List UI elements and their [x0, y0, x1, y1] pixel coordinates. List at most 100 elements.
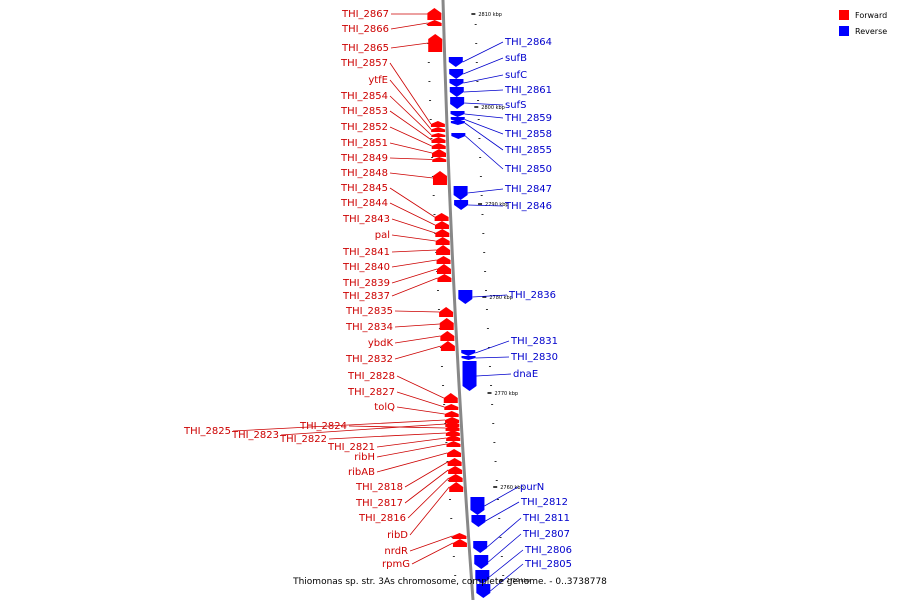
- gene-label-reverse-dnae[interactable]: dnaE: [513, 369, 538, 380]
- gene-feature-forward-thi-2828[interactable]: [443, 393, 458, 403]
- gene-label-forward-thi-2828[interactable]: THI_2828: [347, 371, 395, 382]
- gene-feature-reverse-thi-2812[interactable]: [471, 515, 486, 527]
- gene-label-forward-thi-2851[interactable]: THI_2851: [340, 138, 388, 149]
- gene-feature-forward-ytfe[interactable]: [431, 127, 446, 132]
- gene-feature-forward-thi-2821[interactable]: [446, 435, 461, 441]
- gene-label-reverse-thi-2831[interactable]: THI_2831: [510, 336, 558, 347]
- gene-feature-forward-thi-2851[interactable]: [431, 149, 446, 157]
- gene-label-reverse-thi-2861[interactable]: THI_2861: [504, 85, 552, 96]
- gene-label-forward-thi-2843[interactable]: THI_2843: [342, 214, 390, 225]
- gene-label-forward-thi-2818[interactable]: THI_2818: [355, 482, 403, 493]
- gene-feature-forward-thi-2817[interactable]: [448, 466, 463, 474]
- gene-label-reverse-thi-2858[interactable]: THI_2858: [504, 129, 552, 140]
- gene-feature-forward-thi-2835[interactable]: [439, 307, 454, 317]
- gene-label-reverse-thi-2855[interactable]: THI_2855: [504, 145, 552, 156]
- gene-feature-reverse-dnae[interactable]: [462, 361, 477, 391]
- gene-feature-forward-thi-2825[interactable]: [445, 417, 460, 423]
- gene-label-forward-thi-2865[interactable]: THI_2865: [341, 43, 389, 54]
- gene-feature-forward-thi-2866[interactable]: [427, 20, 442, 26]
- gene-feature-forward-ribab[interactable]: [447, 449, 462, 457]
- gene-label-forward-thi-2854[interactable]: THI_2854: [340, 91, 388, 102]
- gene-label-forward-thi-2837[interactable]: THI_2837: [342, 291, 390, 302]
- gene-feature-reverse-thi-2861[interactable]: [449, 87, 464, 97]
- gene-label-forward-thi-2866[interactable]: THI_2866: [341, 24, 389, 35]
- gene-feature-forward-thi-2865[interactable]: [428, 34, 443, 52]
- gene-feature-reverse-thi-2805[interactable]: [476, 584, 491, 598]
- gene-label-forward-thi-2867[interactable]: THI_2867: [341, 9, 389, 20]
- gene-feature-forward-thi-2832[interactable]: [440, 341, 455, 351]
- gene-feature-forward-pal[interactable]: [435, 237, 450, 245]
- gene-label-forward-thi-2827[interactable]: THI_2827: [347, 387, 395, 398]
- gene-label-forward-ribh[interactable]: ribH: [354, 452, 375, 463]
- gene-label-reverse-thi-2864[interactable]: THI_2864: [504, 37, 552, 48]
- gene-feature-forward-thi-2843[interactable]: [435, 229, 450, 237]
- gene-feature-forward-thi-2837[interactable]: [437, 274, 452, 282]
- gene-label-reverse-thi-2812[interactable]: THI_2812: [520, 497, 568, 508]
- gene-feature-reverse-thi-2847[interactable]: [453, 186, 468, 200]
- gene-feature-reverse-sufs[interactable]: [450, 97, 465, 109]
- gene-feature-forward-thi-2818[interactable]: [447, 458, 462, 466]
- gene-label-forward-thi-2823[interactable]: THI_2823: [231, 430, 279, 441]
- gene-feature-forward-ribd[interactable]: [449, 482, 464, 492]
- gene-label-forward-thi-2825[interactable]: THI_2825: [183, 426, 231, 437]
- gene-label-reverse-thi-2836[interactable]: THI_2836: [508, 290, 556, 301]
- gene-feature-reverse-thi-2855[interactable]: [450, 121, 465, 125]
- gene-feature-forward-thi-2824[interactable]: [445, 425, 460, 431]
- gene-feature-forward-nrdr[interactable]: [452, 533, 467, 539]
- gene-feature-reverse-thi-2836[interactable]: [458, 290, 473, 304]
- gene-feature-forward-thi-2852[interactable]: [431, 143, 446, 149]
- gene-label-reverse-thi-2846[interactable]: THI_2846: [504, 201, 552, 212]
- gene-label-forward-thi-2835[interactable]: THI_2835: [345, 306, 393, 317]
- gene-label-reverse-thi-2807[interactable]: THI_2807: [522, 529, 570, 540]
- gene-feature-forward-thi-2822[interactable]: [445, 430, 460, 436]
- gene-label-forward-thi-2834[interactable]: THI_2834: [345, 322, 393, 333]
- gene-label-forward-ribab[interactable]: ribAB: [348, 467, 375, 478]
- gene-feature-forward-thi-2834[interactable]: [439, 318, 454, 330]
- gene-label-reverse-thi-2805[interactable]: THI_2805: [524, 559, 572, 570]
- gene-label-forward-thi-2852[interactable]: THI_2852: [340, 122, 388, 133]
- gene-feature-reverse-thi-2811[interactable]: [473, 541, 488, 553]
- gene-label-forward-thi-2849[interactable]: THI_2849: [340, 153, 388, 164]
- gene-label-forward-thi-2816[interactable]: THI_2816: [358, 513, 406, 524]
- gene-label-reverse-sufb[interactable]: sufB: [505, 53, 527, 64]
- gene-label-forward-thi-2857[interactable]: THI_2857: [340, 58, 388, 69]
- gene-label-forward-thi-2832[interactable]: THI_2832: [345, 354, 393, 365]
- gene-label-forward-thi-2848[interactable]: THI_2848: [340, 168, 388, 179]
- gene-feature-forward-thi-2854[interactable]: [431, 133, 446, 137]
- gene-feature-forward-thi-2841[interactable]: [436, 245, 451, 255]
- gene-label-reverse-thi-2830[interactable]: THI_2830: [510, 352, 558, 363]
- gene-feature-forward-thi-2853[interactable]: [431, 137, 446, 143]
- gene-feature-forward-thi-2857[interactable]: [430, 121, 445, 127]
- gene-label-forward-thi-2839[interactable]: THI_2839: [342, 278, 390, 289]
- gene-feature-reverse-sufb[interactable]: [449, 69, 464, 79]
- gene-label-forward-thi-2822[interactable]: THI_2822: [279, 434, 327, 445]
- gene-label-reverse-thi-2850[interactable]: THI_2850: [504, 164, 552, 175]
- gene-feature-forward-thi-2827[interactable]: [444, 404, 459, 410]
- gene-label-forward-thi-2824[interactable]: THI_2824: [299, 421, 347, 432]
- gene-feature-forward-ybdk[interactable]: [440, 331, 455, 341]
- gene-feature-reverse-thi-2864[interactable]: [448, 57, 463, 67]
- gene-feature-forward-ribh[interactable]: [446, 441, 461, 447]
- gene-label-reverse-thi-2847[interactable]: THI_2847: [504, 184, 552, 195]
- gene-feature-reverse-thi-2830[interactable]: [461, 356, 476, 360]
- gene-feature-forward-thi-2840[interactable]: [436, 256, 451, 264]
- gene-label-forward-thi-2840[interactable]: THI_2840: [342, 262, 390, 273]
- gene-feature-forward-thi-2823[interactable]: [445, 421, 460, 427]
- gene-feature-reverse-thi-2859[interactable]: [450, 111, 465, 117]
- gene-label-forward-thi-2853[interactable]: THI_2853: [340, 106, 388, 117]
- gene-feature-forward-thi-2844[interactable]: [434, 221, 449, 229]
- gene-label-forward-nrdr[interactable]: nrdR: [384, 546, 408, 557]
- gene-feature-forward-thi-2867[interactable]: [427, 8, 442, 20]
- gene-feature-reverse-purn[interactable]: [470, 497, 485, 515]
- gene-feature-reverse-thi-2831[interactable]: [461, 350, 476, 356]
- gene-label-reverse-sufc[interactable]: sufC: [505, 70, 527, 81]
- gene-feature-forward-rpmg[interactable]: [452, 539, 467, 547]
- gene-feature-reverse-sufc[interactable]: [449, 79, 464, 87]
- gene-feature-forward-tolq[interactable]: [444, 411, 459, 417]
- gene-feature-reverse-thi-2807[interactable]: [474, 555, 489, 569]
- gene-feature-reverse-thi-2806[interactable]: [475, 570, 490, 584]
- gene-label-reverse-purn[interactable]: purN: [520, 482, 544, 493]
- gene-feature-forward-thi-2848[interactable]: [432, 171, 447, 185]
- gene-feature-forward-thi-2816[interactable]: [448, 474, 463, 482]
- gene-label-reverse-sufs[interactable]: sufS: [505, 100, 526, 111]
